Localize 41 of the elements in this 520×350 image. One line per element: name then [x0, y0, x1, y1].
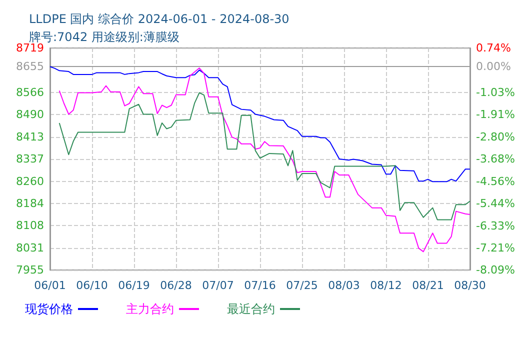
y-tick-label: 8490 [16, 108, 44, 122]
y2-tick-label: -8.09% [476, 264, 515, 276]
y2-tick-label: -7.21% [476, 241, 515, 254]
y2-tick-label: -3.68% [476, 152, 515, 166]
x-tick-label: 08/03 [328, 279, 360, 292]
x-tick-label: 07/07 [202, 279, 234, 292]
y2-tick-label: -1.03% [476, 86, 515, 99]
legend-label: 现货价格 [25, 302, 73, 316]
legend-label: 最近合约 [227, 302, 275, 316]
x-tick-label: 07/25 [286, 279, 318, 292]
y-tick-label: 8719 [16, 42, 44, 54]
y2-tick-label: -1.91% [476, 108, 515, 122]
line-series [58, 92, 470, 220]
y-tick-label: 8337 [16, 152, 44, 166]
chart-title: LLDPE 国内 综合价 2024-06-01 - 2024-08-30 [29, 12, 290, 26]
line-series [58, 68, 470, 252]
y-tick-label: 8260 [16, 174, 44, 188]
y-tick-label: 8031 [16, 241, 44, 254]
x-tick-label: 06/01 [34, 279, 66, 292]
legend-label: 主力合约 [126, 302, 174, 316]
x-tick-label: 06/10 [76, 279, 108, 292]
x-tick-label: 06/28 [160, 279, 192, 292]
y2-tick-label: -4.56% [476, 174, 515, 188]
x-tick-label: 08/30 [454, 279, 486, 292]
y-tick-label: 8413 [16, 130, 44, 144]
y-tick-label: 8655 [16, 60, 44, 74]
x-tick-label: 08/21 [412, 279, 444, 292]
chart-subtitle: 牌号:7042 用途级别:薄膜级 [29, 30, 180, 44]
y-tick-label: 7955 [16, 264, 44, 276]
y2-tick-label: 0.74% [476, 42, 511, 54]
y2-tick-label: -6.33% [476, 219, 515, 232]
line-series [50, 66, 470, 182]
y2-tick-label: 0.00% [476, 60, 511, 74]
y-tick-label: 8184 [16, 196, 44, 210]
y2-tick-label: -5.44% [476, 196, 515, 210]
y-tick-label: 8566 [16, 86, 44, 99]
x-tick-label: 06/19 [118, 279, 150, 292]
y-tick-label: 8108 [16, 219, 44, 232]
x-tick-label: 07/16 [244, 279, 276, 292]
y2-tick-label: -2.80% [476, 130, 515, 144]
x-tick-label: 08/12 [370, 279, 402, 292]
